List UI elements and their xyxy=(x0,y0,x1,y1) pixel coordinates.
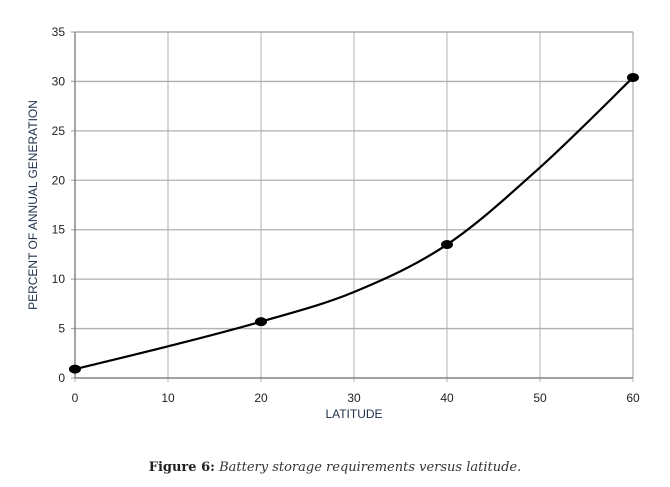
data-point xyxy=(69,364,81,374)
series-line xyxy=(74,76,634,371)
x-tick-label: 50 xyxy=(533,391,547,405)
x-tick-label: 10 xyxy=(161,391,175,405)
y-tick-label: 30 xyxy=(52,74,66,88)
y-tick-label: 0 xyxy=(58,371,65,385)
x-tick-label: 30 xyxy=(347,391,361,405)
data-point xyxy=(441,240,453,250)
x-tick-label: 60 xyxy=(626,391,640,405)
y-tick-label: 20 xyxy=(52,173,66,187)
data-point xyxy=(627,72,639,82)
series xyxy=(69,72,639,374)
y-tick-label: 25 xyxy=(52,124,66,138)
x-axis-label: LATITUDE xyxy=(325,407,382,421)
data-point xyxy=(255,317,267,327)
caption-text: Battery storage requirements versus lati… xyxy=(219,460,522,475)
grid xyxy=(71,31,634,382)
y-tick-label: 35 xyxy=(52,25,66,39)
x-tick-label: 40 xyxy=(440,391,454,405)
y-tick-label: 10 xyxy=(52,272,66,286)
tick-labels: 0 10 20 30 40 50 60 0 5 10 15 20 25 30 35 xyxy=(52,25,640,405)
y-tick-label: 15 xyxy=(52,223,66,237)
figure-caption: Figure 6: Battery storage requirements v… xyxy=(0,460,670,475)
x-tick-label: 20 xyxy=(254,391,268,405)
y-axis-label: PERCENT OF ANNUAL GENERATION xyxy=(26,100,40,310)
caption-label: Figure 6: xyxy=(148,460,215,475)
y-tick-label: 5 xyxy=(58,322,65,336)
x-tick-label: 0 xyxy=(72,391,79,405)
